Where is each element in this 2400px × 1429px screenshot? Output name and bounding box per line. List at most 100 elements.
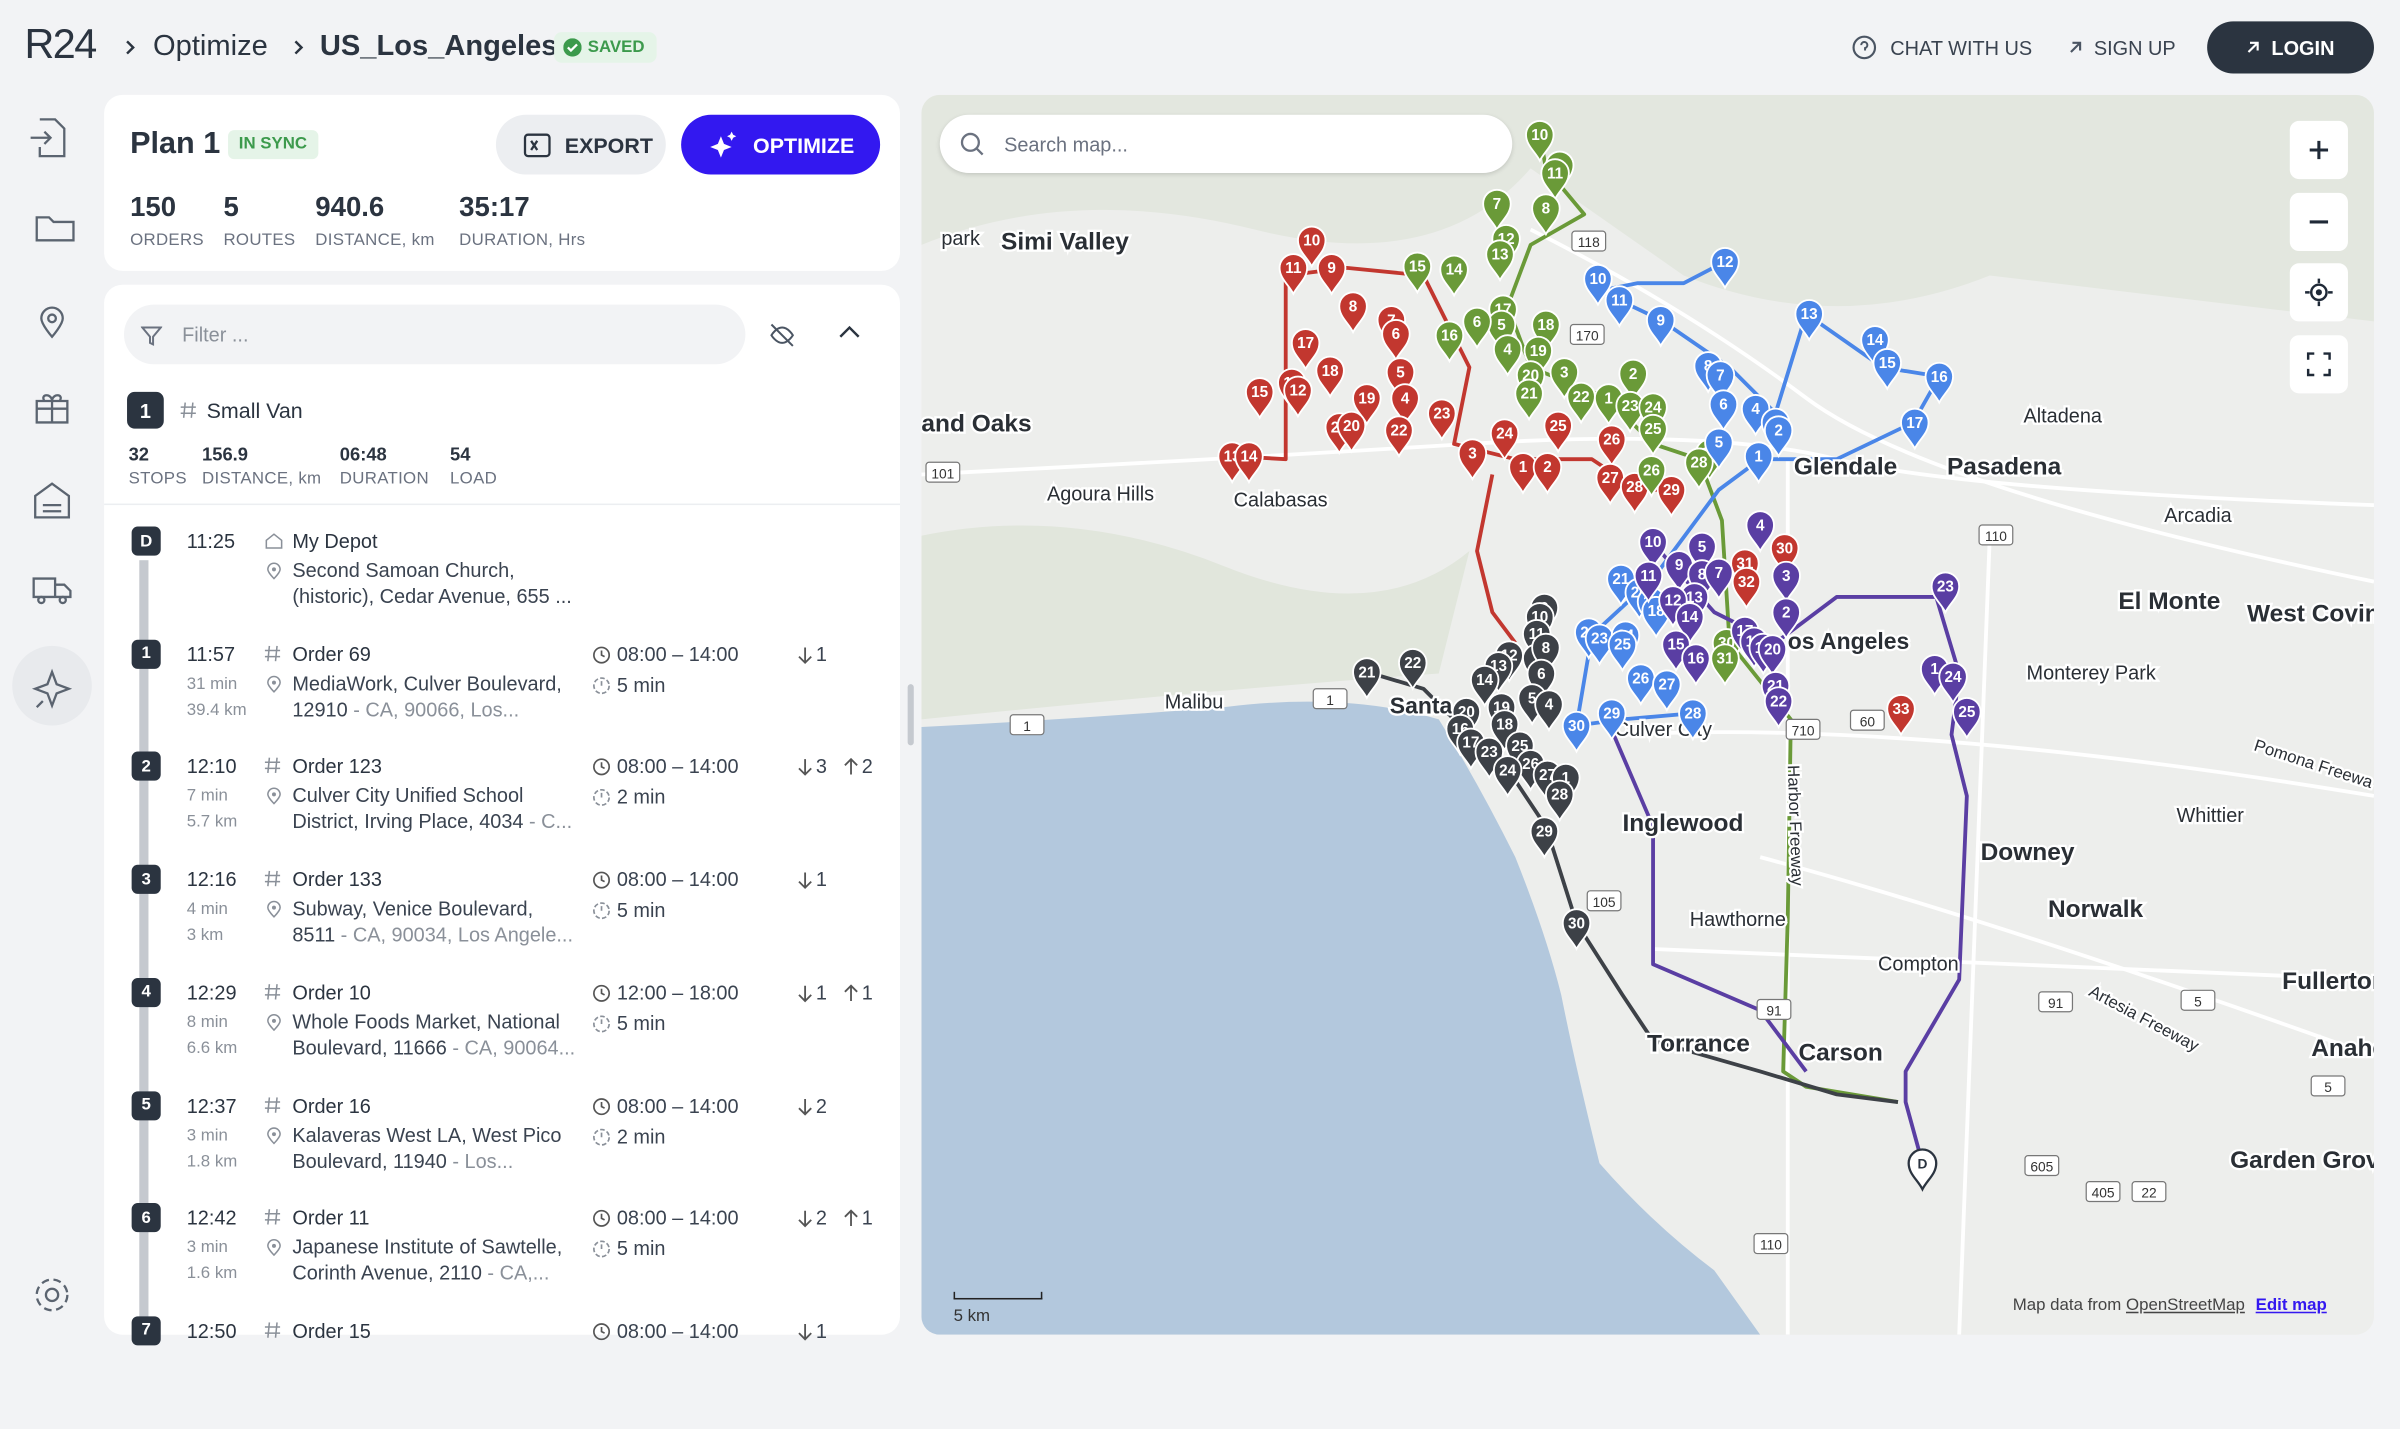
login-button[interactable]: LOGIN: [2207, 21, 2374, 74]
route-pin[interactable]: 14: [1860, 325, 1890, 368]
route-pin[interactable]: 29: [1529, 816, 1560, 860]
route-pin[interactable]: 19: [1352, 383, 1382, 427]
map[interactable]: park Simi Valley and Oaks Agoura Hills Calab…: [921, 94, 2374, 1335]
route-pin[interactable]: 3: [1771, 560, 1801, 604]
route-pin[interactable]: 4: [1390, 383, 1420, 427]
route-pin[interactable]: 14: [1439, 254, 1469, 298]
map-search[interactable]: Search map...: [939, 114, 1513, 173]
route-pin[interactable]: 29: [1656, 475, 1687, 518]
route-pin[interactable]: 16: [1681, 643, 1711, 687]
route-pin[interactable]: 23: [1584, 623, 1615, 667]
route-pin[interactable]: 8: [1531, 193, 1561, 237]
route-pin[interactable]: 5: [1385, 357, 1416, 401]
route-pin[interactable]: 6: [1381, 318, 1411, 362]
route-pin[interactable]: 11: [1278, 253, 1309, 296]
route-pin[interactable]: 2: [1532, 452, 1563, 495]
route-pin[interactable]: 17: [1290, 328, 1321, 371]
route-pin[interactable]: 15: [1872, 348, 1902, 391]
route-pin[interactable]: 30: [1769, 533, 1800, 577]
breadcrumb[interactable]: Optimize: [153, 30, 268, 63]
route-pin[interactable]: 3: [1457, 438, 1488, 482]
route-pin[interactable]: 15: [1402, 251, 1433, 295]
route-pin[interactable]: 12: [1710, 247, 1740, 290]
route-pin[interactable]: 28: [1684, 447, 1714, 491]
route-pin[interactable]: 18: [1531, 309, 1561, 353]
locate[interactable]: [2289, 263, 2348, 322]
route-pin[interactable]: 21: [1514, 378, 1544, 422]
route-pin[interactable]: 7: [1482, 188, 1512, 232]
route-pin[interactable]: 13: [1485, 239, 1515, 283]
optimize-button[interactable]: OPTIMIZE: [681, 114, 881, 175]
route-pin[interactable]: 22: [1566, 381, 1596, 425]
route-pin[interactable]: 1: [1743, 441, 1774, 485]
route-pin[interactable]: 6: [1462, 306, 1492, 350]
route-pin[interactable]: 15: [1244, 377, 1275, 420]
route-pin[interactable]: 25: [1607, 629, 1638, 673]
route-pin[interactable]: 10: [1297, 225, 1327, 269]
route-pin[interactable]: 4: [1492, 334, 1523, 378]
route-pin[interactable]: 32: [1731, 566, 1762, 610]
route-pin[interactable]: 2: [1618, 358, 1648, 402]
map-canvas[interactable]: park Simi Valley and Oaks Agoura Hills Calab…: [921, 94, 2374, 1335]
route-pin[interactable]: 28: [1544, 779, 1575, 823]
route-pin[interactable]: 26: [1636, 455, 1667, 498]
route-pin[interactable]: 10: [1525, 120, 1555, 163]
route-pin[interactable]: 14: [1469, 664, 1500, 708]
route-pin[interactable]: 22: [1398, 648, 1428, 691]
route-pin[interactable]: 24: [1938, 661, 1968, 705]
route-pin[interactable]: 28: [1678, 698, 1708, 742]
route-pin[interactable]: 18: [1315, 355, 1345, 399]
route-pin[interactable]: 11: [1604, 285, 1635, 329]
route-pin[interactable]: 23: [1930, 571, 1961, 615]
scrollbar[interactable]: [907, 684, 914, 746]
route-pin[interactable]: 31: [1710, 643, 1740, 687]
route-pin[interactable]: 3: [1549, 357, 1579, 401]
route-pin[interactable]: 11: [1540, 158, 1570, 202]
edit-map-link[interactable]: Edit map: [2255, 1296, 2327, 1315]
hide-toggle[interactable]: [768, 321, 796, 349]
route-pin[interactable]: 20: [1757, 634, 1788, 678]
route-pin[interactable]: 26: [1597, 424, 1627, 468]
route-pin[interactable]: 30: [1561, 908, 1592, 952]
zoom-in[interactable]: [2289, 120, 2348, 180]
export-button[interactable]: EXPORT: [495, 114, 666, 175]
route-pin[interactable]: 4: [1745, 510, 1775, 554]
route-pin[interactable]: 7: [1704, 557, 1734, 601]
route-pin[interactable]: 14: [1675, 602, 1705, 645]
fullscreen[interactable]: [2289, 335, 2348, 394]
route-pin[interactable]: 25: [1638, 413, 1668, 457]
route-pin[interactable]: 10: [1583, 263, 1613, 307]
logo[interactable]: R24: [24, 21, 97, 68]
route-pin[interactable]: 30: [1561, 710, 1592, 754]
chat-link[interactable]: CHAT WITH US: [1890, 36, 2033, 60]
zoom-out[interactable]: [2289, 192, 2348, 252]
route-pin[interactable]: 20: [1336, 410, 1367, 454]
route-pin[interactable]: 23: [1427, 398, 1457, 442]
route-pin[interactable]: 26: [1626, 663, 1656, 707]
route-pin[interactable]: 33: [1886, 693, 1916, 737]
route-pin[interactable]: 9: [1316, 253, 1347, 296]
route-pin[interactable]: 5: [1704, 427, 1734, 471]
route-pin[interactable]: 6: [1708, 389, 1739, 433]
route-pin[interactable]: 2: [1771, 597, 1801, 641]
route-pin[interactable]: 7: [1705, 360, 1736, 404]
route-pin[interactable]: 2: [1763, 415, 1794, 459]
route-pin[interactable]: 25: [1543, 410, 1573, 454]
signup-link[interactable]: SIGN UP: [2093, 36, 2176, 60]
route-pin[interactable]: 22: [1763, 686, 1794, 730]
route-pin[interactable]: 13: [1794, 299, 1824, 342]
route-pin[interactable]: 24: [1638, 392, 1668, 436]
route-pin[interactable]: 22: [1384, 415, 1414, 459]
route-pin[interactable]: 16: [1434, 320, 1465, 364]
filter-input[interactable]: Filter ...: [123, 304, 746, 365]
route-pin[interactable]: 14: [1234, 441, 1264, 485]
route-pin[interactable]: 25: [1952, 697, 1982, 740]
osm-link[interactable]: OpenStreetMap: [2125, 1296, 2245, 1315]
route-pin[interactable]: 23: [1615, 390, 1645, 434]
route-pin[interactable]: 9: [1646, 305, 1676, 348]
route-pin[interactable]: 16: [1924, 361, 1954, 405]
nav-depot[interactable]: [34, 482, 71, 519]
route-pin[interactable]: 10: [1638, 527, 1668, 570]
route-pin[interactable]: 8: [1531, 632, 1561, 676]
route-pin[interactable]: 21: [1352, 657, 1382, 701]
